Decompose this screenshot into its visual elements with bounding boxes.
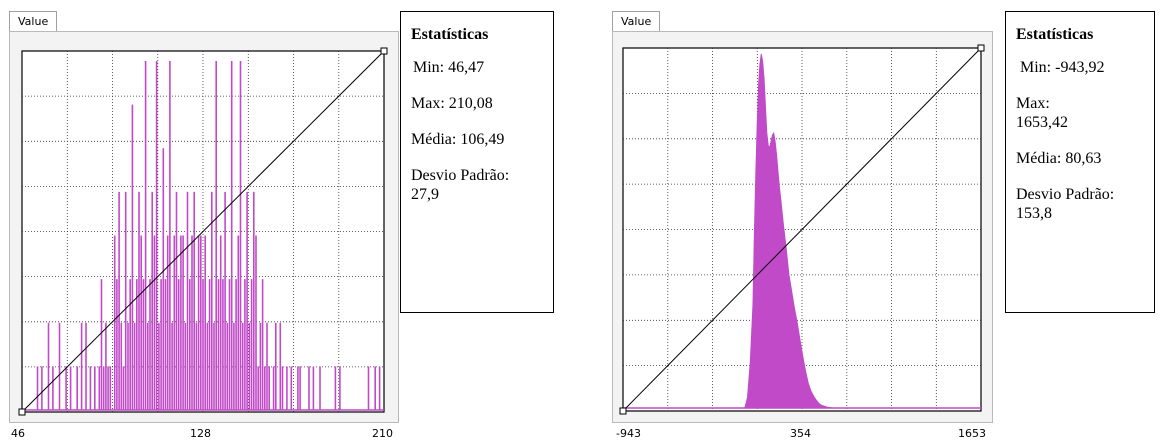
- right-histogram-chart: [619, 44, 985, 415]
- right-x-tick-max: 1653: [958, 427, 986, 440]
- right-x-tick-mid: 354: [790, 427, 811, 440]
- right-stats-mean: Média: 80,63: [1016, 150, 1102, 167]
- left-x-tick-max: 210: [372, 427, 393, 440]
- right-histogram-area: [744, 53, 834, 409]
- right-transfer-line: [622, 47, 982, 412]
- left-handle-high: [380, 47, 388, 55]
- right-stats-min: Min: -943,92: [1020, 59, 1105, 76]
- right-stats-title: Estatísticas: [1016, 26, 1094, 43]
- left-value-tab[interactable]: Value: [9, 11, 58, 31]
- left-transfer-line: [21, 50, 385, 413]
- right-stats-max: Max: 1653,42: [1016, 95, 1068, 131]
- right-stats-std: Desvio Padrão: 153,8: [1016, 186, 1115, 222]
- right-handle-high: [977, 44, 985, 52]
- right-stats-box: Estatísticas Min: -943,92 Max: 1653,42 M…: [1005, 11, 1155, 313]
- left-stats-title: Estatísticas: [411, 26, 489, 43]
- right-x-tick-min: -943: [616, 427, 641, 440]
- left-stats-max: Max: 210,08: [411, 95, 493, 112]
- left-stats-box: Estatísticas Min: 46,47 Max: 210,08 Médi…: [400, 11, 554, 313]
- left-x-tick-mid: 128: [190, 427, 211, 440]
- left-x-tick-min: 46: [11, 427, 25, 440]
- left-stats-std: Desvio Padrão: 27,9: [411, 167, 510, 203]
- left-handle-low: [18, 408, 26, 416]
- left-stats-mean: Média: 106,49: [411, 131, 505, 148]
- right-value-tab[interactable]: Value: [612, 11, 661, 31]
- right-handle-low: [619, 407, 627, 415]
- left-histogram-chart: [18, 47, 388, 416]
- left-stats-min: Min: 46,47: [413, 59, 485, 76]
